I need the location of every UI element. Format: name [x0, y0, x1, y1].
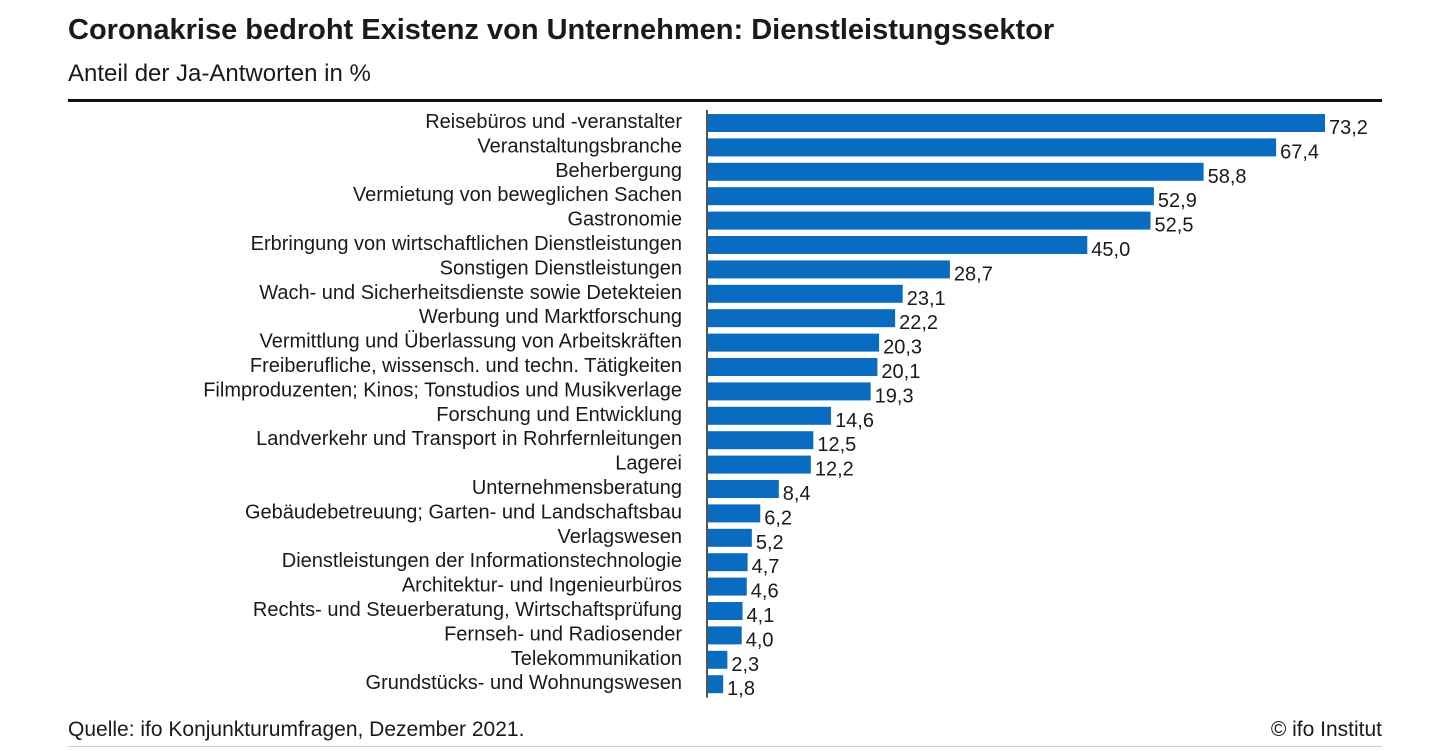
value-label: 14,6: [835, 410, 874, 432]
bar: [708, 358, 878, 376]
value-label: 4,7: [752, 556, 780, 578]
value-label: 5,2: [756, 532, 784, 554]
value-label: 4,1: [747, 605, 775, 627]
bar: [708, 504, 761, 523]
value-label: 22,2: [899, 312, 938, 334]
category-label: Werbung und Marktforschung: [419, 306, 682, 328]
value-label: 23,1: [907, 288, 946, 310]
category-label: Grundstücks- und Wohnungswesen: [366, 672, 682, 694]
chart-title: Coronakrise bedroht Existenz von Unterne…: [68, 14, 1055, 46]
value-label: 67,4: [1280, 141, 1319, 163]
value-label: 1,8: [727, 678, 755, 700]
bar: [708, 260, 950, 279]
bar: [708, 650, 728, 669]
title-divider: [68, 99, 1382, 102]
chart-subtitle: Anteil der Ja-Antworten in %: [68, 60, 371, 87]
value-label: 28,7: [954, 263, 993, 285]
bar: [708, 577, 747, 596]
category-label: Gebäudebetreuung; Garten- und Landschaft…: [245, 501, 682, 523]
category-label: Unternehmensberatung: [472, 477, 682, 499]
bar: [708, 187, 1154, 206]
value-label: 2,3: [731, 654, 759, 676]
value-label: 20,3: [883, 337, 922, 359]
value-label: 8,4: [783, 483, 811, 505]
bar: [708, 114, 1325, 132]
bar: [708, 431, 814, 450]
bar: [708, 236, 1088, 254]
bar: [708, 406, 832, 425]
category-label: Reisebüros und -veranstalter: [425, 111, 682, 133]
bar: [708, 284, 903, 303]
bar: [708, 162, 1204, 181]
source-note: Quelle: ifo Konjunkturumfragen, Dezember…: [68, 718, 525, 741]
bar: [708, 626, 742, 645]
category-label: Veranstaltungsbranche: [477, 135, 682, 157]
category-label: Telekommunikation: [511, 648, 682, 670]
value-label: 6,2: [764, 507, 792, 529]
category-label: Beherbergung: [555, 160, 682, 182]
bar: [708, 309, 896, 328]
value-label: 58,8: [1208, 166, 1247, 188]
copyright-note: © ifo Institut: [1270, 718, 1382, 741]
value-label: 52,5: [1155, 215, 1194, 237]
category-label: Fernseh- und Radiosender: [444, 623, 682, 645]
bar: [708, 333, 880, 352]
value-label: 52,9: [1158, 190, 1197, 212]
category-label: Sonstigen Dienstleistungen: [440, 257, 682, 279]
bar: [708, 382, 871, 401]
bar: [708, 455, 811, 474]
category-label: Architektur- und Ingenieurbüros: [402, 575, 682, 597]
category-label: Erbringung von wirtschaftlichen Dienstle…: [251, 233, 682, 255]
category-label: Landverkehr und Transport in Rohrfernlei…: [256, 428, 682, 450]
bar: [708, 602, 743, 620]
category-label: Dienstleistungen der Informationstechnol…: [282, 550, 682, 572]
category-label: Vermittlung und Überlassung von Arbeitsk…: [260, 331, 682, 353]
value-label: 4,6: [751, 581, 779, 603]
bar: [708, 138, 1277, 157]
category-label: Forschung und Entwicklung: [436, 404, 682, 426]
category-label: Gastronomie: [568, 209, 683, 231]
category-label: Vermietung von beweglichen Sachen: [353, 184, 682, 206]
bar: [708, 553, 748, 572]
value-label: 12,5: [817, 434, 856, 456]
value-label: 12,2: [815, 459, 854, 481]
bar: [708, 675, 724, 694]
footer-divider: [68, 746, 1382, 747]
category-label: Wach- und Sicherheitsdienste sowie Detek…: [259, 282, 682, 304]
bar: [708, 528, 752, 547]
bar: [708, 480, 779, 498]
category-label: Verlagswesen: [557, 526, 682, 548]
value-label: 19,3: [875, 385, 914, 407]
category-label: Filmproduzenten; Kinos; Tonstudios und M…: [203, 379, 682, 401]
value-label: 73,2: [1329, 117, 1368, 139]
value-label: 45,0: [1091, 239, 1130, 261]
value-label: 20,1: [881, 361, 920, 383]
category-label: Lagerei: [615, 453, 682, 475]
bar: [708, 211, 1151, 230]
category-label: Freiberufliche, wissensch. und techn. Tä…: [250, 355, 682, 377]
value-label: 4,0: [746, 629, 774, 651]
category-label: Rechts- und Steuerberatung, Wirtschaftsp…: [253, 599, 682, 621]
